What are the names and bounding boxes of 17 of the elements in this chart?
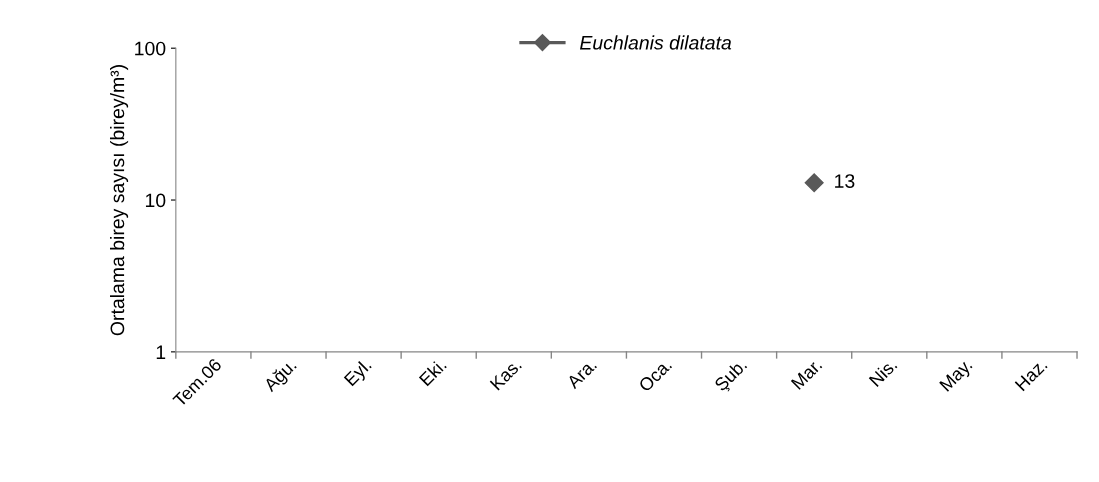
x-tick-label: Haz. [1014,358,1048,392]
x-tick-label: Şub. [713,357,750,395]
x-tick-label: Oca. [637,358,673,393]
x-tick-label: Eki. [418,357,447,387]
x-tick-label: Kas. [489,358,522,391]
x-tick-label: Mar. [790,358,823,390]
x-tick-label: Eyl. [343,357,375,389]
y-tick-label: 10 [145,193,166,208]
x-tick-label: Ara. [565,358,598,390]
x-tick-label: May. [939,358,976,395]
y-tick-label: 100 [135,41,166,56]
data-label: 13 [835,174,855,188]
x-tick-label: Ağu. [262,357,300,396]
x-tick-label: Nis. [868,357,898,388]
y-tick-label: 1 [156,345,166,359]
legend-label: Euchlanis dilatata [579,35,732,50]
y-axis-title: Ortalama birey sayısı (birey/m³) [110,65,129,336]
